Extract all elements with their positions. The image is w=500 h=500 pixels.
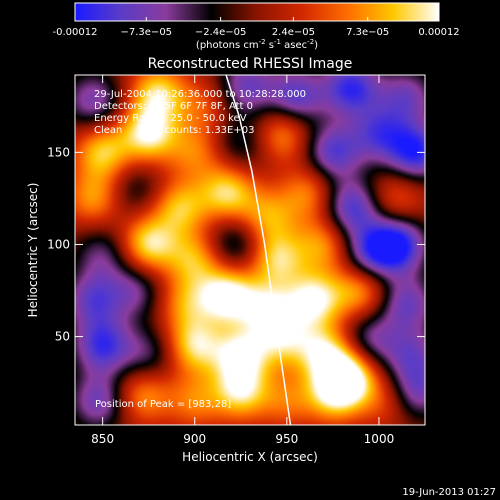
y-axis-label: Heliocentric Y (arcsec): [26, 183, 40, 318]
footer-date: 19-Jun-2013 01:27: [402, 487, 496, 498]
chart-title: Reconstructed RHESSI Image: [148, 56, 353, 72]
annotation-detectors: Detectors: 4F 5F 6F 7F 8F, Att 0: [94, 101, 253, 112]
colorbar-ticks: -0.00012 −7.3e−05 −2.4e−05 2.4e−05 7.3e−05 0.…: [53, 17, 460, 38]
peak-position-label: Position of Peak = [983,28]: [95, 399, 231, 410]
colorbar-tick-label: −2.4e−05: [195, 27, 247, 38]
annotation-time: 29-Jul-2004 10:26:36.000 to 10:28:28.000: [94, 89, 306, 100]
x-tick-label: 900: [183, 432, 206, 446]
x-tick-label: 950: [275, 432, 298, 446]
y-tick-label: 50: [55, 330, 70, 344]
x-tick-label: 850: [91, 432, 114, 446]
colorbar-tick-label: -0.00012: [53, 27, 98, 38]
heatmap-image: [75, 75, 425, 425]
colorbar-tick-label: 0.00012: [418, 27, 459, 38]
colorbar-tick-label: 2.4e−05: [272, 27, 315, 38]
x-axis: 850 900 950 1000: [91, 75, 394, 446]
solar-limb-curve: [225, 75, 292, 425]
annotation-energy: Energy Range: 25.0 - 50.0 keV: [94, 113, 247, 124]
y-tick-label: 150: [47, 145, 70, 159]
annotation-clean: Clean Total counts: 1.33E+03: [94, 125, 254, 136]
plot-frame: [74, 74, 426, 426]
header-annotations: 29-Jul-2004 10:26:36.000 to 10:28:28.000…: [94, 89, 306, 136]
colorbar: [74, 2, 440, 22]
x-tick-label: 1000: [364, 432, 395, 446]
y-tick-label: 100: [47, 237, 70, 251]
colorbar-tick-label: 7.3e−05: [346, 27, 389, 38]
y-axis: 50 100 150: [47, 145, 425, 344]
colorbar-tick-label: −7.3e−05: [121, 27, 173, 38]
x-axis-label: Heliocentric X (arcsec): [182, 450, 318, 464]
colorbar-units: (photons cm-2 s-1 asec-2): [196, 38, 318, 51]
